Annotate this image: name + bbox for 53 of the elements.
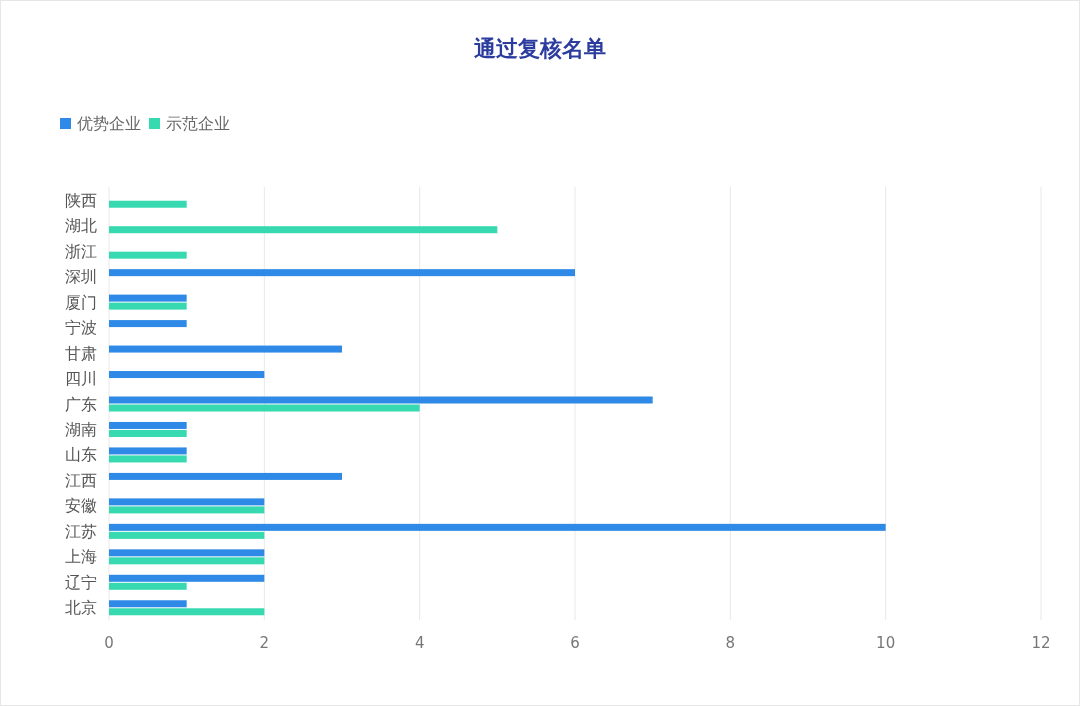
- bar: [109, 472, 342, 480]
- y-tick-label: 陕西: [65, 190, 97, 210]
- bar: [109, 455, 187, 463]
- bar: [109, 269, 575, 277]
- bar: [109, 608, 265, 616]
- bar: [109, 396, 653, 404]
- y-tick-label: 上海: [65, 547, 97, 567]
- y-tick-label: 山东: [65, 445, 97, 465]
- bar: [109, 600, 187, 608]
- x-tick-label: 10: [876, 634, 896, 652]
- y-tick-label: 广东: [65, 394, 97, 414]
- bar: [109, 200, 187, 208]
- bar: [109, 498, 265, 506]
- y-tick-label: 湖北: [65, 216, 97, 236]
- bar: [109, 531, 265, 539]
- y-tick-label: 辽宁: [65, 572, 97, 592]
- y-tick-label: 安徽: [65, 496, 97, 516]
- bar: [109, 523, 886, 531]
- x-tick-label: 4: [414, 634, 425, 652]
- bar: [109, 582, 187, 590]
- bar: [109, 557, 265, 565]
- bar: [109, 371, 265, 379]
- y-tick-label: 四川: [65, 369, 97, 389]
- bar: [109, 226, 498, 234]
- bar: [109, 294, 187, 302]
- bar: [109, 549, 265, 557]
- y-tick-label: 江西: [65, 470, 97, 490]
- bar: [109, 320, 187, 328]
- y-tick-label: 深圳: [65, 267, 97, 287]
- bar: [109, 404, 420, 412]
- y-tick-label: 湖南: [65, 419, 97, 439]
- bar: [109, 302, 187, 310]
- y-tick-label: 厦门: [65, 292, 97, 312]
- x-tick-label: 2: [259, 634, 270, 652]
- x-tick-label: 12: [1031, 634, 1051, 652]
- bar: [109, 506, 265, 514]
- legend-label: 示范企业: [166, 114, 230, 133]
- y-tick-label: 宁波: [65, 318, 97, 338]
- bar: [109, 429, 187, 437]
- y-tick-label: 浙江: [65, 241, 97, 261]
- x-tick-label: 0: [104, 634, 114, 652]
- bar: [109, 447, 187, 455]
- x-tick-label: 8: [725, 634, 736, 652]
- y-tick-label: 江苏: [65, 521, 97, 541]
- title: 通过复核名单: [474, 36, 606, 61]
- bar: [109, 251, 187, 259]
- x-tick-label: 6: [570, 634, 580, 652]
- y-tick-label: 北京: [65, 598, 97, 618]
- y-tick-label: 甘肃: [65, 343, 97, 363]
- legend-label: 优势企业: [77, 114, 141, 133]
- bar: [109, 421, 187, 429]
- bar: [109, 345, 342, 353]
- bar: [109, 574, 265, 582]
